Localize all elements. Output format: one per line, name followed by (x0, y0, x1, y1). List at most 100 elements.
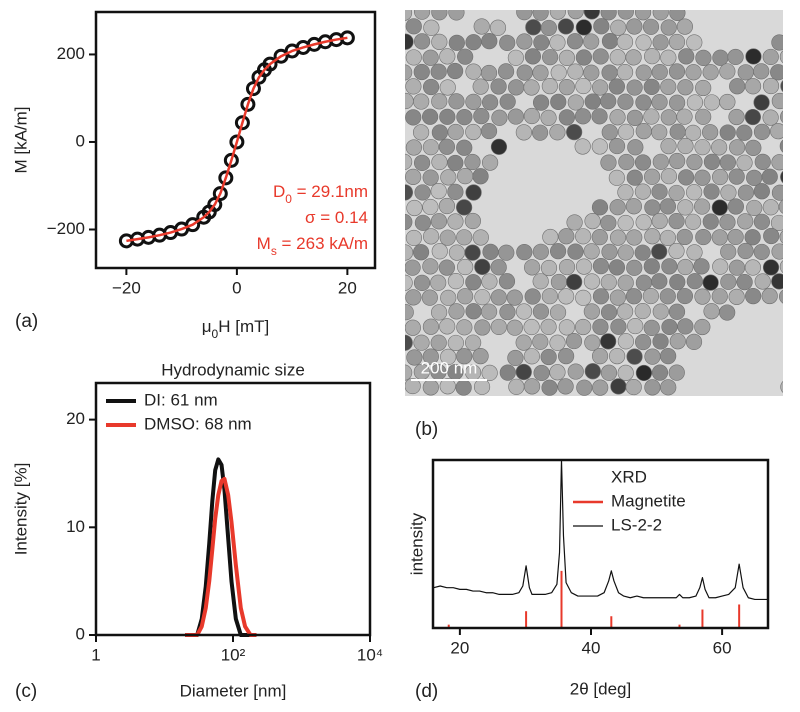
x-tick-label: 0 (232, 278, 241, 297)
particle (472, 348, 489, 365)
particle (405, 229, 423, 247)
particle (472, 229, 489, 246)
particle (422, 169, 439, 186)
particle (676, 287, 694, 305)
particle (542, 228, 559, 246)
particle (600, 304, 618, 321)
particle (600, 333, 617, 350)
particle (566, 214, 583, 231)
particle (617, 364, 634, 381)
particle (591, 199, 609, 216)
chart-title: Hydrodynamic size (161, 360, 305, 379)
particle (686, 273, 703, 290)
panel-label: (d) (415, 681, 438, 702)
particle (575, 318, 592, 336)
particle (652, 10, 669, 21)
particle (728, 259, 746, 276)
particle (422, 108, 439, 125)
particle (796, 20, 800, 36)
particle (780, 80, 783, 93)
particle (592, 379, 609, 396)
particle (532, 94, 550, 111)
particle (583, 64, 600, 81)
particle (439, 48, 456, 65)
particle (737, 242, 754, 260)
particle (727, 48, 744, 66)
particle (779, 139, 783, 153)
particle (405, 49, 422, 66)
particle (737, 64, 754, 81)
particle (668, 63, 686, 80)
particle (644, 348, 661, 365)
particle (422, 318, 440, 335)
particle (405, 244, 414, 261)
particle (754, 273, 771, 290)
particle (456, 319, 473, 336)
particle (668, 212, 685, 230)
particle (422, 78, 440, 96)
particle (677, 137, 694, 155)
x-tick-label: 20 (338, 278, 357, 297)
particle (652, 303, 669, 320)
particle (780, 170, 783, 184)
particle (796, 259, 800, 275)
particle (651, 183, 668, 200)
particle (431, 33, 448, 50)
particle (762, 77, 780, 95)
particle (473, 107, 490, 125)
particle (431, 153, 448, 171)
particle (753, 123, 771, 140)
particle (797, 79, 800, 95)
particle (448, 34, 465, 51)
particle (720, 243, 737, 260)
particle (532, 273, 549, 290)
particle (702, 274, 719, 291)
x-axis-label: Diameter [nm] (180, 681, 287, 700)
data-line (126, 36, 348, 243)
particle (405, 184, 413, 201)
particle (616, 33, 634, 50)
particle (651, 124, 668, 141)
particle (405, 319, 421, 336)
particle (515, 363, 532, 381)
particle (634, 244, 651, 261)
particle (506, 319, 523, 336)
particle (711, 229, 728, 246)
particle (456, 109, 473, 126)
data-point (218, 170, 234, 186)
particle (550, 93, 567, 110)
particle (712, 49, 729, 66)
particle (549, 124, 566, 141)
particle (703, 183, 720, 200)
particle (695, 228, 712, 246)
particle (456, 199, 473, 216)
particle (405, 64, 413, 81)
plot-frame (431, 458, 770, 630)
x-tick-label: 1 (91, 645, 100, 664)
particle (490, 259, 507, 276)
particle (643, 108, 660, 125)
particle (405, 304, 414, 321)
particle (617, 214, 634, 232)
particle (498, 273, 516, 290)
particle (523, 79, 540, 96)
particle (626, 348, 643, 365)
particle (625, 378, 642, 396)
particle (465, 184, 482, 201)
particle (762, 48, 779, 66)
particle (659, 288, 676, 305)
particle (439, 108, 456, 125)
particle (771, 243, 783, 260)
particle (626, 18, 643, 35)
particle (540, 318, 557, 336)
particle (677, 258, 694, 276)
particle (567, 10, 584, 20)
particle (753, 213, 770, 230)
particle (465, 63, 482, 80)
particle (532, 243, 549, 260)
x-axis-label-part: μ (202, 317, 212, 336)
particle (490, 318, 507, 336)
particle (651, 93, 668, 111)
particle (405, 18, 422, 35)
particle (574, 138, 591, 155)
